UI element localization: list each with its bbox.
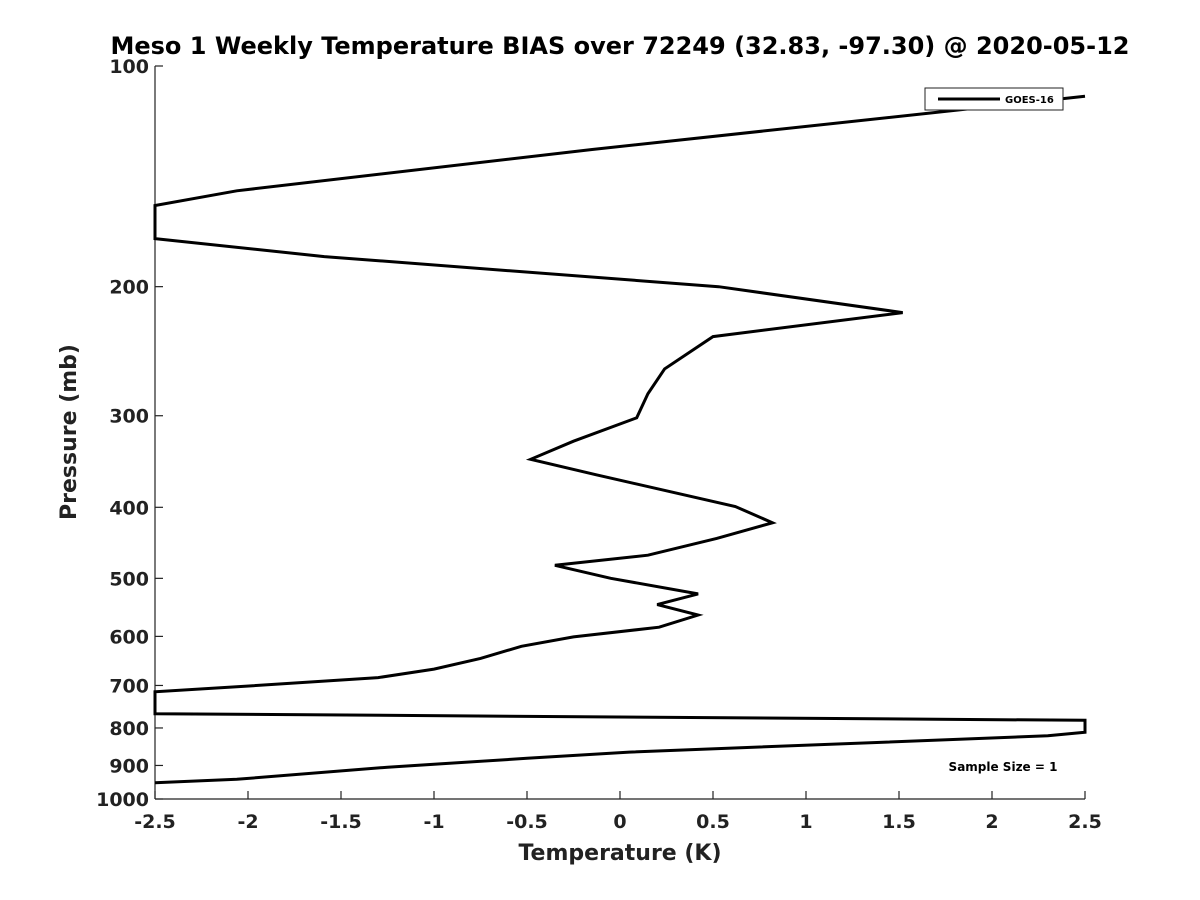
y-axis-label: Pressure (mb) (57, 344, 82, 520)
y-axis-ticks: 100 200 300 400 500 600 700 800 900 1000 (96, 56, 163, 811)
x-axis-ticks: -2.5 -2 -1.5 -1 -0.5 0 0.5 1 1.5 2 2.5 (134, 791, 1102, 833)
y-tick-label: 300 (109, 406, 149, 428)
y-tick-label: 900 (109, 755, 149, 777)
y-tick-label: 800 (109, 718, 149, 740)
x-tick-label: -2 (237, 811, 258, 833)
y-tick-label: 200 (109, 277, 149, 299)
y-tick-label: 600 (109, 626, 149, 648)
legend-label: GOES-16 (1005, 95, 1054, 106)
y-tick-label: 1000 (96, 789, 149, 811)
x-tick-label: 2 (985, 811, 998, 833)
x-tick-label: 1 (799, 811, 812, 833)
y-tick-label: 700 (109, 675, 149, 697)
series-layer (153, 94, 1087, 785)
x-tick-label: -1 (423, 811, 444, 833)
sample-size-annotation: Sample Size = 1 (949, 760, 1058, 774)
legend: GOES-16 (924, 87, 1064, 111)
y-tick-label: 500 (109, 568, 149, 590)
chart-title: Meso 1 Weekly Temperature BIAS over 7224… (110, 32, 1129, 60)
x-tick-label: -1.5 (320, 811, 362, 833)
x-tick-label: 2.5 (1068, 811, 1102, 833)
x-tick-label: -0.5 (506, 811, 548, 833)
series-line-goes-16 (153, 94, 1087, 785)
y-tick-label: 100 (109, 56, 149, 78)
x-tick-label: -2.5 (134, 811, 176, 833)
x-axis-label: Temperature (K) (518, 841, 721, 866)
x-tick-label: 0.5 (696, 811, 730, 833)
x-tick-label: 0 (613, 811, 626, 833)
y-tick-label: 400 (109, 497, 149, 519)
x-tick-label: 1.5 (882, 811, 916, 833)
